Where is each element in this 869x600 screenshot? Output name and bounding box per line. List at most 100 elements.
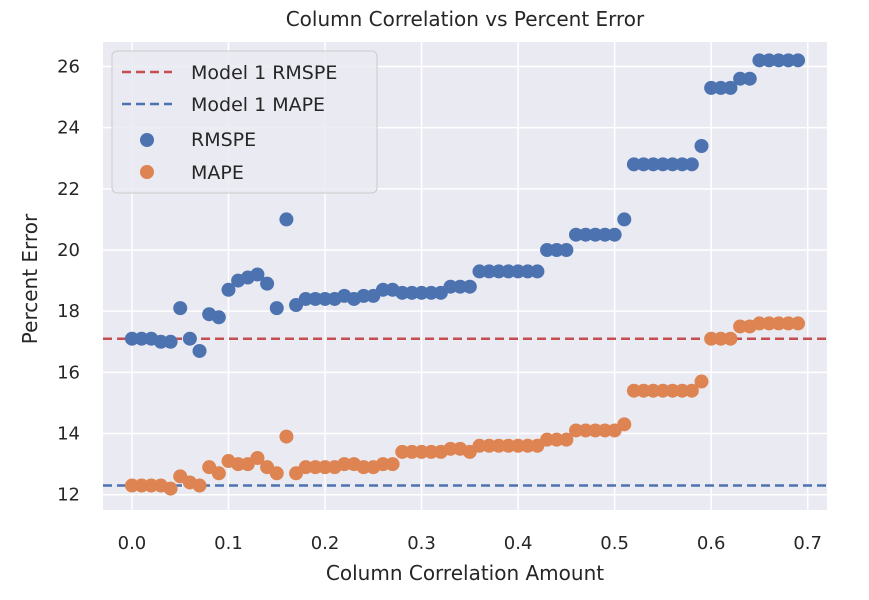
mape-point [597,423,612,438]
rmspe-point [501,264,516,279]
rmspe-point [655,157,670,172]
rmspe-point [723,80,738,95]
y-tick-label: 24 [57,118,80,139]
mape-point [250,451,265,465]
rmspe-point [684,157,699,172]
x-tick-label: 0.1 [214,533,243,554]
rmspe-point [482,264,497,279]
mape-point [163,481,178,496]
mape-point [569,423,584,438]
rmspe-point [279,212,294,227]
mape-point [124,478,139,493]
mape-point [414,444,429,459]
mape-point [520,438,535,453]
y-tick-label: 18 [57,301,80,322]
mape-point [443,441,458,456]
legend-label-model-1-rmspe: Model 1 RMSPE [191,62,337,84]
x-axis-ticks: 0.0 0.1 0.2 0.3 0.4 0.5 0.6 0.7 [118,533,822,554]
mape-point [424,444,439,459]
rmspe-point [762,53,777,68]
mape-point [781,316,796,331]
rmspe-point [511,264,526,279]
mape-point [578,423,593,438]
rmspe-point [588,227,603,242]
mape-point [636,383,651,398]
rmspe-point [694,139,709,153]
mape-point [279,429,294,444]
legend-swatch-rmspe [140,133,154,147]
rmspe-point [781,53,796,68]
rmspe-point [269,301,284,316]
mape-point [588,423,603,438]
mape-point [713,331,728,346]
rmspe-point [298,291,313,306]
rmspe-point [250,267,265,282]
y-tick-label: 22 [57,179,80,200]
y-tick-label: 14 [57,424,80,445]
legend-label-model-1-mape: Model 1 MAPE [191,94,325,116]
rmspe-point [597,227,612,242]
x-axis-label: Column Correlation Amount [326,561,604,585]
y-tick-label: 26 [57,56,80,77]
legend-label-mape: MAPE [191,162,244,184]
mape-point [762,316,777,331]
chart-title: Column Correlation vs Percent Error [286,7,645,31]
x-tick-label: 0.2 [311,533,340,554]
mape-point [559,432,574,447]
x-tick-label: 0.5 [600,533,629,554]
rmspe-point [424,285,439,300]
rmspe-point [356,288,371,303]
legend-label-rmspe: RMSPE [191,129,256,151]
rmspe-point [559,243,574,257]
rmspe-point [520,264,535,279]
rmspe-point [443,279,458,294]
rmspe-point [375,282,390,297]
y-tick-label: 20 [57,240,80,261]
mape-point [385,457,400,472]
rmspe-point [404,285,419,300]
mape-point [472,438,487,453]
legend-box [111,50,378,194]
rmspe-point [549,243,564,257]
rmspe-point [182,331,197,346]
rmspe-point [453,279,468,294]
mape-point [511,438,526,453]
mape-point [791,316,806,331]
rmspe-point [318,291,333,306]
rmspe-point [462,279,477,294]
mape-point [298,460,313,475]
mape-point [231,457,246,472]
mape-point [395,444,410,459]
x-tick-label: 0.4 [504,533,533,554]
rmspe-point [221,282,236,297]
rmspe-point [752,53,767,68]
mape-point [375,457,390,472]
mape-point [665,383,680,398]
mape-point [356,460,371,475]
rmspe-point [530,264,545,279]
mape-point [318,460,333,475]
rmspe-point [173,301,188,316]
data-points [124,53,806,496]
mape-point [404,444,419,459]
rmspe-point [704,80,719,95]
mape-point [491,438,506,453]
rmspe-point [733,71,748,86]
rmspe-point [414,285,429,300]
mape-point [192,478,207,493]
mape-point [655,383,670,398]
mape-point [733,319,748,334]
mape-point [617,417,632,432]
mape-point [675,383,690,398]
rmspe-point [540,243,555,257]
mape-point [771,316,786,331]
mape-point [211,466,226,481]
rmspe-point [163,334,178,349]
rmspe-point [472,264,487,279]
mape-point [540,432,555,447]
mape-point [694,374,709,389]
legend-swatch-mape [140,165,154,179]
rmspe-point [636,157,651,172]
mape-point [646,383,661,398]
